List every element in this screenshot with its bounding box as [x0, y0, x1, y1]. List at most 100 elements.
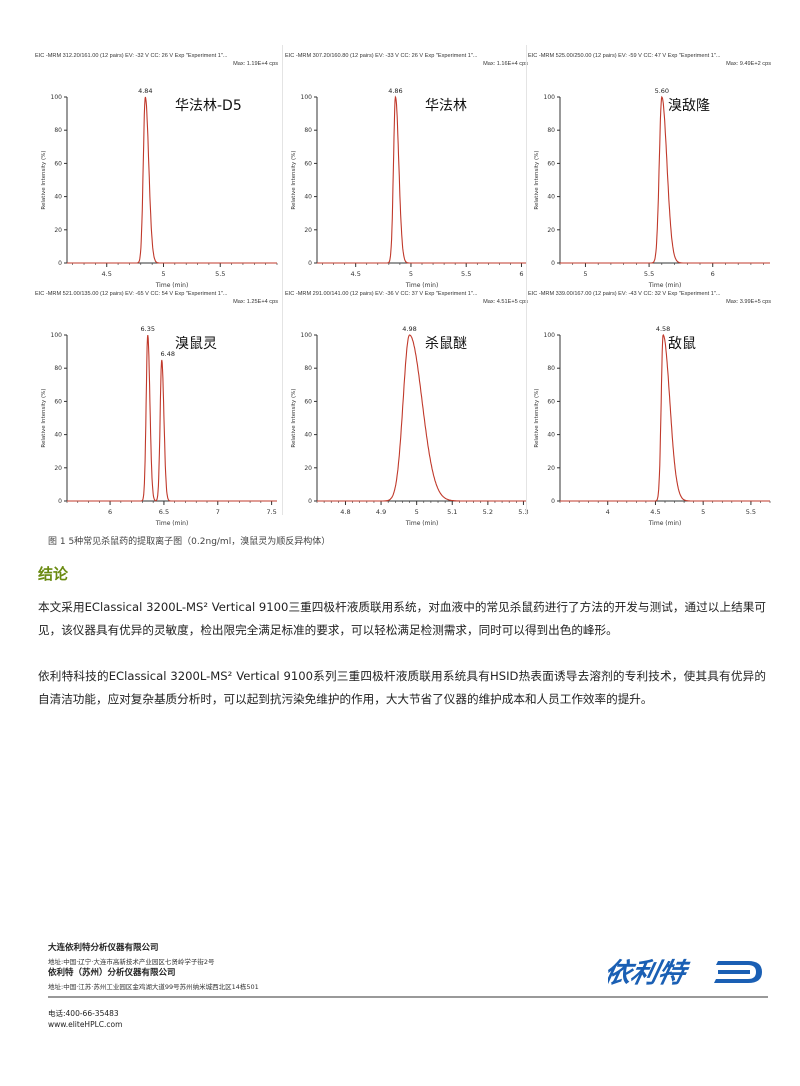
x-tick-label: 5 [161, 270, 165, 278]
max-intensity: Max: 4.51E+5 cps [483, 299, 528, 305]
chromatogram-trace [317, 95, 527, 264]
panel-header: EIC -MRM 291.00/141.00 (12 pairs) EV: -3… [285, 291, 478, 297]
peak-label: 4.86 [388, 87, 402, 95]
x-tick-label: 4.5 [351, 270, 361, 278]
chromatogram-trace [317, 334, 527, 502]
peak-label: 4.98 [402, 325, 416, 333]
company-address: 地址:中国·江苏·苏州工业园区金鸡湖大道99号苏州纳米城西北区14栋501 [48, 983, 259, 991]
x-tick-label: 4.9 [376, 508, 386, 516]
panel-header: EIC -MRM 307.20/160.80 (12 pairs) EV: -3… [285, 53, 478, 59]
y-axis-label: Relative Intensity (%) [41, 150, 47, 209]
y-tick-label: 0 [58, 260, 62, 267]
x-tick-label: 5 [409, 270, 413, 278]
y-tick-label: 0 [308, 260, 312, 267]
chromatogram-panel: EIC -MRM 291.00/141.00 (12 pairs) EV: -3… [285, 283, 530, 527]
max-intensity: Max: 1.25E+4 cps [233, 299, 278, 305]
paragraph: 依利特科技的EClassical 3200L-MS² Vertical 9100… [38, 669, 766, 706]
company-name: 依利特（苏州）分析仪器有限公司 [48, 968, 176, 978]
compound-name: 溴敌隆 [668, 98, 710, 114]
x-tick-label: 4.8 [340, 508, 350, 516]
y-tick-label: 100 [301, 94, 313, 101]
x-axis-label: Time (min) [155, 282, 189, 289]
x-tick-label: 4.5 [650, 508, 660, 516]
x-tick-label: 5.2 [483, 508, 493, 516]
x-tick-label: 6 [711, 270, 715, 278]
y-axis-label: Relative Intensity (%) [534, 150, 540, 209]
x-tick-label: 5.5 [644, 270, 654, 278]
panel-header: EIC -MRM 312.20/161.00 (12 pairs) EV: -3… [35, 53, 228, 59]
peak-label: 4.84 [138, 87, 152, 95]
x-tick-label: 7.5 [266, 508, 276, 516]
y-axis-label: Relative Intensity (%) [534, 388, 540, 447]
y-tick-label: 80 [304, 365, 312, 372]
compound-name: 溴鼠灵 [175, 336, 217, 352]
y-tick-label: 100 [301, 332, 313, 339]
compound-name: 敌鼠 [668, 336, 696, 352]
chromatogram-trace [67, 335, 277, 502]
max-intensity: Max: 9.49E+2 cps [726, 61, 771, 67]
chromatogram-trace [560, 333, 770, 502]
max-intensity: Max: 1.19E+4 cps [233, 61, 278, 67]
y-tick-label: 20 [547, 227, 555, 234]
y-axis-label: Relative Intensity (%) [291, 150, 297, 209]
x-axis-label: Time (min) [405, 520, 439, 527]
y-tick-label: 0 [551, 498, 555, 505]
x-axis-label: Time (min) [405, 282, 439, 289]
x-tick-label: 4.5 [102, 270, 112, 278]
website-link[interactable]: www.eliteHPLC.com [48, 1020, 123, 1029]
company-address: 地址:中国·辽宁·大连市高新技术产业园区七贤岭学子街2号 [48, 958, 215, 966]
paragraph: 本文采用EClassical 3200L-MS² Vertical 9100三重… [38, 600, 766, 637]
y-tick-label: 80 [547, 127, 555, 134]
compound-name: 华法林-D5 [175, 98, 242, 114]
panel-header: EIC -MRM 521.00/135.00 (12 pairs) EV: -6… [35, 291, 228, 297]
x-axis-label: Time (min) [155, 520, 189, 527]
chromatogram-trace [67, 96, 277, 264]
y-tick-label: 80 [54, 127, 62, 134]
y-tick-label: 100 [51, 332, 63, 339]
y-tick-label: 0 [551, 260, 555, 267]
max-intensity: Max: 3.99E+5 cps [726, 299, 771, 305]
y-tick-label: 60 [547, 160, 555, 167]
divider [48, 996, 768, 998]
x-tick-label: 5.5 [215, 270, 225, 278]
figure-caption: 图 1 5种常见杀鼠药的提取离子图（0.2ng/ml，溴鼠灵为顺反异构体） [48, 537, 331, 547]
x-tick-label: 5.3 [518, 508, 528, 516]
y-tick-label: 80 [547, 365, 555, 372]
chromatogram-panel: EIC -MRM 525.00/250.00 (12 pairs) EV: -5… [528, 45, 773, 289]
svg-text:依利特: 依利特 [608, 958, 692, 989]
x-tick-label: 6 [108, 508, 112, 516]
x-tick-label: 4 [606, 508, 610, 516]
x-tick-label: 7 [216, 508, 220, 516]
divider [282, 45, 283, 515]
peak-label: 5.60 [655, 87, 669, 95]
y-tick-label: 60 [54, 160, 62, 167]
x-axis-label: Time (min) [648, 282, 682, 289]
y-tick-label: 20 [547, 465, 555, 472]
y-tick-label: 40 [304, 194, 312, 201]
y-tick-label: 100 [544, 94, 556, 101]
y-tick-label: 40 [54, 432, 62, 439]
y-tick-label: 40 [547, 194, 555, 201]
x-tick-label: 6.5 [159, 508, 169, 516]
y-tick-label: 60 [547, 398, 555, 405]
y-tick-label: 60 [304, 398, 312, 405]
x-tick-label: 6 [519, 270, 523, 278]
panel-header: EIC -MRM 525.00/250.00 (12 pairs) EV: -5… [528, 53, 721, 59]
panel-header: EIC -MRM 339.00/167.00 (12 pairs) EV: -4… [528, 291, 721, 297]
y-tick-label: 20 [304, 227, 312, 234]
y-tick-label: 40 [547, 432, 555, 439]
y-tick-label: 40 [304, 432, 312, 439]
y-tick-label: 0 [308, 498, 312, 505]
max-intensity: Max: 1.16E+4 cps [483, 61, 528, 67]
y-tick-label: 0 [58, 498, 62, 505]
y-axis-label: Relative Intensity (%) [291, 388, 297, 447]
company-name: 大连依利特分析仪器有限公司 [48, 943, 159, 953]
compound-name: 杀鼠醚 [425, 336, 467, 352]
compound-name: 华法林 [425, 98, 467, 114]
peak-label: 6.48 [161, 350, 175, 358]
x-axis-label: Time (min) [648, 520, 682, 527]
chromatogram-trace [560, 95, 770, 264]
y-tick-label: 100 [51, 94, 63, 101]
y-tick-label: 40 [54, 194, 62, 201]
